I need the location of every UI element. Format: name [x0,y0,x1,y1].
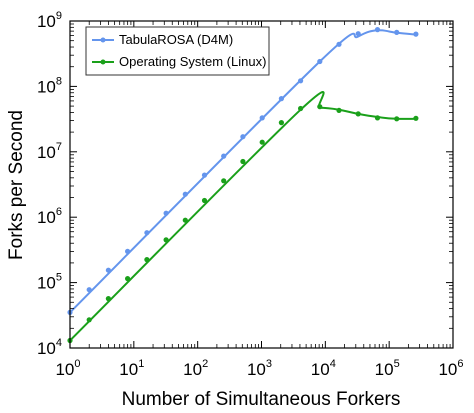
data-point-linux [240,158,246,165]
series-line-linux [69,90,416,342]
data-point-linux [336,107,342,113]
series-tabularosa [67,27,419,315]
x-tick-label: 100 [55,358,80,379]
x-tick-label: 104 [311,358,336,379]
data-point-linux [182,217,188,223]
legend-label-linux: Operating System (Linux) [119,54,266,69]
data-point-linux [221,178,227,184]
tick-layer [69,20,454,349]
x-tick-label: 103 [247,358,272,379]
data-point-linux [298,105,304,112]
x-axis-label: Number of Simultaneous Forkers [122,389,401,410]
data-point-tabularosa [163,210,169,216]
x-tick-labels: 100 101 102 103 104 105 106 [55,358,463,379]
data-point-linux [374,115,381,121]
y-tick-labels: 104 105 106 107 108 109 [37,10,62,358]
data-point-tabularosa [298,78,304,84]
data-point-tabularosa [355,31,361,37]
data-point-linux [355,111,361,117]
legend-label-tabularosa: TabulaROSA (D4M) [119,32,233,47]
data-point-linux [105,296,111,302]
series-linux [67,90,419,344]
y-tick-label: 108 [37,75,62,96]
y-tick-label: 106 [37,206,62,227]
data-point-tabularosa [336,41,342,47]
x-tick-label: 106 [438,358,463,379]
data-point-tabularosa [105,267,111,273]
data-point-linux [394,116,400,122]
legend-marker-linux [100,59,106,65]
legend-box [85,26,270,76]
data-point-tabularosa [317,58,323,65]
data-point-tabularosa [144,230,150,236]
data-point-linux [163,237,169,243]
data-point-tabularosa [240,134,246,140]
y-axis-label: Forks per Second [6,110,27,260]
data-point-linux [317,104,323,110]
x-tick-label: 102 [183,358,208,379]
data-point-linux [86,317,92,323]
data-point-linux [413,115,419,121]
y-tick-label: 104 [37,337,62,358]
data-point-tabularosa [413,31,419,37]
data-point-tabularosa [394,29,400,35]
y-tick-label: 107 [37,141,62,162]
data-point-linux [144,257,150,263]
data-point-linux [201,197,208,204]
data-point-tabularosa [201,172,208,178]
legend-marker-tabularosa [100,37,106,43]
x-tick-label: 105 [375,358,400,379]
x-tick-label: 101 [119,358,144,379]
data-point-tabularosa [374,27,381,33]
data-point-linux [278,120,284,126]
series-layer [67,27,419,344]
data-point-tabularosa [278,96,284,102]
data-point-tabularosa [125,248,131,254]
data-point-tabularosa [182,191,188,197]
legend: TabulaROSA (D4M) Operating System (Linux… [85,26,270,76]
data-point-tabularosa [86,287,92,293]
data-point-tabularosa [259,115,265,121]
data-point-linux [259,139,265,145]
y-tick-label: 105 [37,272,62,293]
data-point-linux [125,276,131,282]
data-point-tabularosa [221,153,227,159]
y-tick-label: 109 [37,10,62,31]
